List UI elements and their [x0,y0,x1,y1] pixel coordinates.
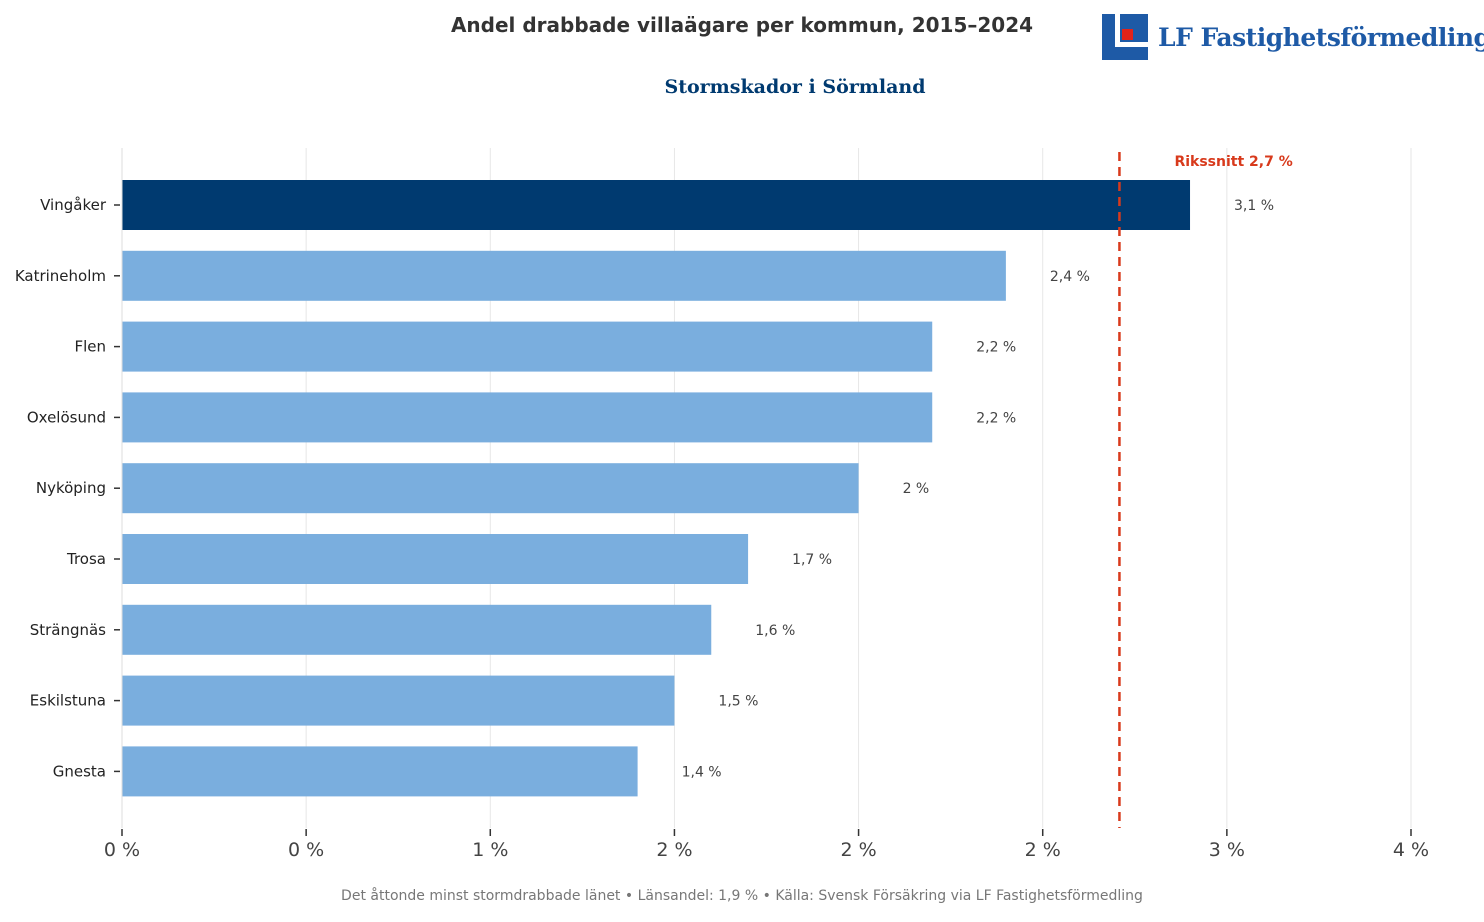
x-tick-label: 4 % [1393,839,1429,861]
category-label: Katrineholm [15,267,106,285]
category-label: Vingåker [40,196,107,214]
category-label: Gnesta [53,762,106,780]
brand-logo-text: LF Fastighetsförmedling [1158,22,1484,52]
bar-katrineholm [122,250,1006,301]
value-label: 1,4 % [682,764,722,780]
value-label: 3,1 % [1234,198,1274,214]
bar-vingåker [122,180,1191,230]
chart-subtitle: Stormskador i Sörmland [664,76,926,98]
chart-title: Andel drabbade villaägare per kommun, 20… [450,13,1034,37]
chart-footer-note: Det åttonde minst stormdrabbade länet • … [341,888,1143,904]
category-label: Strängnäs [30,621,106,639]
bar-nyköping [122,463,859,514]
reference-label: Rikssnitt 2,7 % [1174,154,1292,170]
x-tick-label: 3 % [1209,839,1245,861]
bar-oxelösund [122,392,933,443]
category-label: Trosa [66,550,106,568]
brand-logo-icon [1102,14,1148,60]
x-tick-label: 2 % [656,839,692,861]
category-label: Flen [74,338,106,356]
bar-chart: Vingåker 3,1 % Katrineholm 2,4 % Flen 2,2 % Ox… [15,148,1429,861]
brand-logo: LF Fastighetsförmedling [1102,14,1484,60]
bar-flen [122,321,933,372]
category-label: Eskilstuna [30,692,106,710]
value-label: 2 % [903,481,930,497]
x-tick-label: 1 % [472,839,508,861]
value-label: 2,4 % [1050,269,1090,285]
value-label: 1,5 % [718,694,758,710]
x-tick-label: 2 % [1025,839,1061,861]
bar-strängnäs [122,604,712,655]
value-label: 1,7 % [792,552,832,568]
value-label: 2,2 % [976,410,1016,426]
value-label: 1,6 % [755,623,795,639]
bar-gnesta [122,746,638,797]
value-label: 2,2 % [976,340,1016,356]
x-tick-label: 0 % [288,839,324,861]
x-tick-label: 2 % [840,839,876,861]
bar-eskilstuna [122,675,675,726]
category-label: Nyköping [36,479,106,497]
x-tick-label: 0 % [104,839,140,861]
bar-trosa [122,534,749,584]
category-label: Oxelösund [27,408,106,426]
